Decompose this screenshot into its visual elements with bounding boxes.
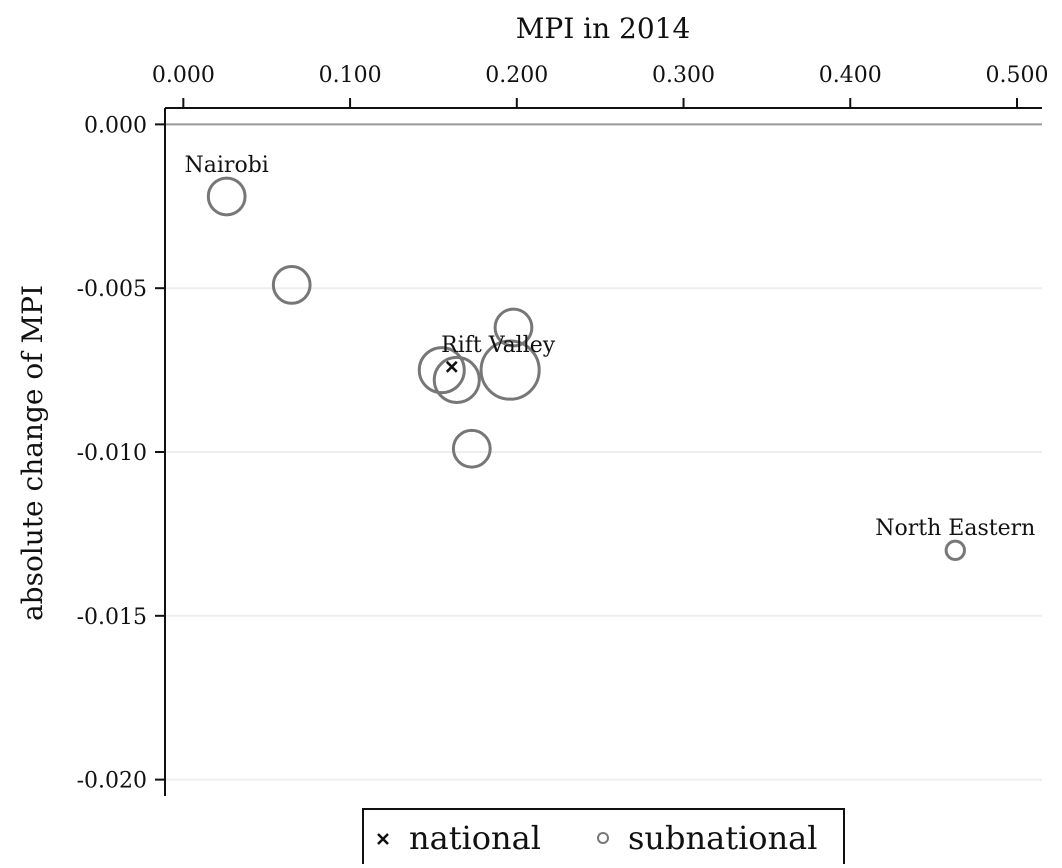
legend-subnational-marker [597, 832, 609, 844]
legend-subnational-label: subnational [628, 819, 817, 857]
y-tick-label: -0.010 [77, 441, 147, 466]
y-tick-label: 0.000 [84, 113, 147, 138]
y-axis-title: absolute change of MPI [16, 285, 49, 621]
legend: national subnational [362, 808, 845, 868]
subnational-point [944, 539, 966, 561]
axes-layer: 0.000 0.100 0.200 0.300 0.400 0.500 0.000 -0.00… [77, 63, 1048, 796]
subnational-point [432, 355, 481, 404]
subnational-point [417, 346, 466, 395]
point-label: Rift Valley [441, 333, 556, 358]
y-tick-label: -0.005 [77, 277, 147, 302]
point-label: Nairobi [185, 153, 269, 178]
legend-national-x [377, 833, 389, 845]
x-tick-label: 0.000 [152, 63, 215, 88]
legend-box [362, 808, 845, 868]
legend-national-label: national [409, 819, 541, 857]
point-label: North Eastern [875, 516, 1035, 541]
points-layer [206, 176, 966, 561]
x-tick-label: 0.100 [319, 63, 382, 88]
x-tick-label: 0.400 [819, 63, 882, 88]
y-tick-label: -0.015 [77, 605, 147, 630]
x-tick-label: 0.200 [485, 63, 548, 88]
y-tick-label: -0.020 [77, 769, 147, 794]
national-point [445, 360, 458, 373]
subnational-point [271, 265, 312, 305]
grid-layer [165, 123, 1042, 781]
subnational-point [493, 307, 534, 348]
x-tick-label: 0.500 [985, 63, 1048, 88]
subnational-point [206, 176, 247, 217]
legend-national-marker [377, 833, 389, 845]
subnational-point [479, 339, 541, 401]
labels-layer: Nairobi Rift Valley North Eastern [185, 153, 1036, 541]
x-axis-title: MPI in 2014 [516, 12, 691, 45]
x-tick-label: 0.300 [652, 63, 715, 88]
subnational-point [451, 428, 492, 469]
